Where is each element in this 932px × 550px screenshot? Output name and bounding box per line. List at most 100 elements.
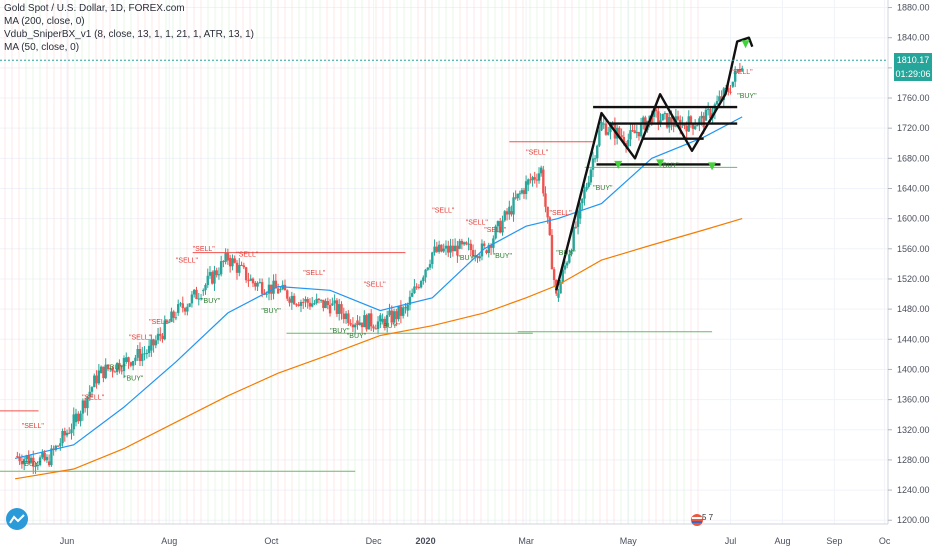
candle-body [604, 123, 608, 135]
candle-body [120, 370, 123, 372]
sell-signal-label: "SELL" [129, 334, 152, 341]
candle-body [283, 284, 287, 291]
candle-body [295, 304, 298, 306]
candle-body [233, 258, 236, 263]
sell-signal-label: "SELL" [550, 210, 573, 217]
candle-body [618, 127, 621, 136]
candle-body [706, 109, 710, 111]
candle-body [693, 126, 697, 129]
candle-body [235, 262, 239, 273]
candle-body [129, 362, 133, 366]
candle-body [83, 400, 87, 409]
candle-body [650, 115, 653, 125]
legend-ma50[interactable]: MA (50, close, 0) [4, 42, 80, 53]
time-tick-label: Oct [264, 536, 279, 546]
candle-body [29, 457, 33, 463]
time-tick-label: Aug [161, 536, 177, 546]
candle-body [593, 158, 597, 160]
buy-signal-label: "BUY" [124, 376, 144, 383]
moving-average-lines [14, 116, 743, 480]
candle-body [665, 113, 669, 128]
candle-body [501, 220, 504, 233]
event-badge[interactable]: 5 7 [690, 513, 720, 527]
candle-body [228, 257, 232, 267]
candle-body [483, 243, 486, 246]
candle-body [576, 210, 580, 227]
candle-body [97, 370, 101, 384]
candle-body [297, 304, 300, 306]
candle-body [585, 186, 588, 190]
candle-body [238, 264, 241, 273]
candle-body [251, 278, 255, 284]
candle-body [206, 275, 209, 286]
legend-vdub[interactable]: Vdub_SniperBX_v1 (8, close, 13, 1, 1, 21… [4, 29, 254, 40]
buy-signal-label: "BUY" [261, 308, 281, 315]
time-tick-label: May [620, 536, 638, 546]
candle-body [527, 179, 530, 185]
last-price-tag: 1810.17 [894, 53, 932, 68]
price-tick-label: 1880.00 [897, 3, 930, 13]
time-tick-label: Aug [774, 536, 790, 546]
sell-signal-label: "SELL" [731, 69, 754, 76]
candle-body [494, 226, 497, 239]
candle-body [90, 387, 94, 392]
candle-body [476, 255, 479, 259]
candle-body [202, 290, 205, 292]
candle-body [390, 310, 393, 323]
candle-body [61, 431, 64, 444]
candle-body [627, 139, 630, 147]
candle-body [204, 285, 207, 291]
candle-body [520, 190, 524, 194]
candle-body [213, 270, 216, 284]
candle-body [59, 443, 62, 446]
candle-body [356, 320, 359, 325]
sell-signal-label: "SELL" [22, 423, 45, 430]
candle-body [159, 333, 162, 336]
candle-body [471, 250, 475, 257]
sell-signal-label: "SELL" [176, 257, 199, 264]
candle-body [302, 302, 305, 304]
candle-body [598, 130, 601, 146]
candle-body [32, 457, 35, 467]
candle-body [731, 81, 735, 87]
tradingview-logo[interactable] [6, 508, 28, 530]
candle-body [408, 296, 412, 305]
candle-body [546, 206, 549, 218]
candle-body [499, 221, 502, 233]
candle-body [581, 198, 584, 204]
candle-body [574, 226, 578, 228]
candle-body [217, 274, 221, 276]
legend-ma200[interactable]: MA (200, close, 0) [4, 16, 85, 27]
candle-body [72, 414, 75, 430]
candle-body [18, 456, 21, 462]
candle-body [41, 452, 44, 458]
candle-body [492, 238, 495, 248]
candle-body [596, 145, 599, 159]
time-axis[interactable]: Jun Aug Oct Dec 2020 Mar May Jul Aug Sep Oc [60, 536, 891, 546]
candle-body [631, 130, 634, 132]
candle-body [480, 243, 484, 257]
candle-body [563, 265, 567, 270]
legend-title[interactable]: Gold Spot / U.S. Dollar, 1D, FOREX.com [4, 3, 185, 14]
candle-body [319, 299, 323, 301]
candle-body [20, 461, 24, 465]
candle-body [611, 124, 614, 126]
candle-body [351, 324, 355, 328]
sell-signal-label: "SELL" [149, 319, 172, 326]
candle-body [713, 104, 717, 114]
candle-body [691, 123, 695, 129]
buy-signal-label: "BUY" [457, 255, 477, 262]
candle-body [668, 117, 671, 128]
candle-body [689, 116, 693, 124]
candle-body [413, 286, 416, 294]
buy-signal-label: "BUY" [380, 323, 400, 330]
candle-body [552, 269, 556, 280]
candle-body [729, 91, 732, 93]
time-tick-label: 2020 [416, 536, 436, 546]
candle-body [134, 357, 137, 362]
sell-signal-label: "SELL" [303, 270, 326, 277]
candle-body [258, 282, 262, 284]
candle-body [219, 261, 223, 275]
candle-body [388, 310, 391, 316]
